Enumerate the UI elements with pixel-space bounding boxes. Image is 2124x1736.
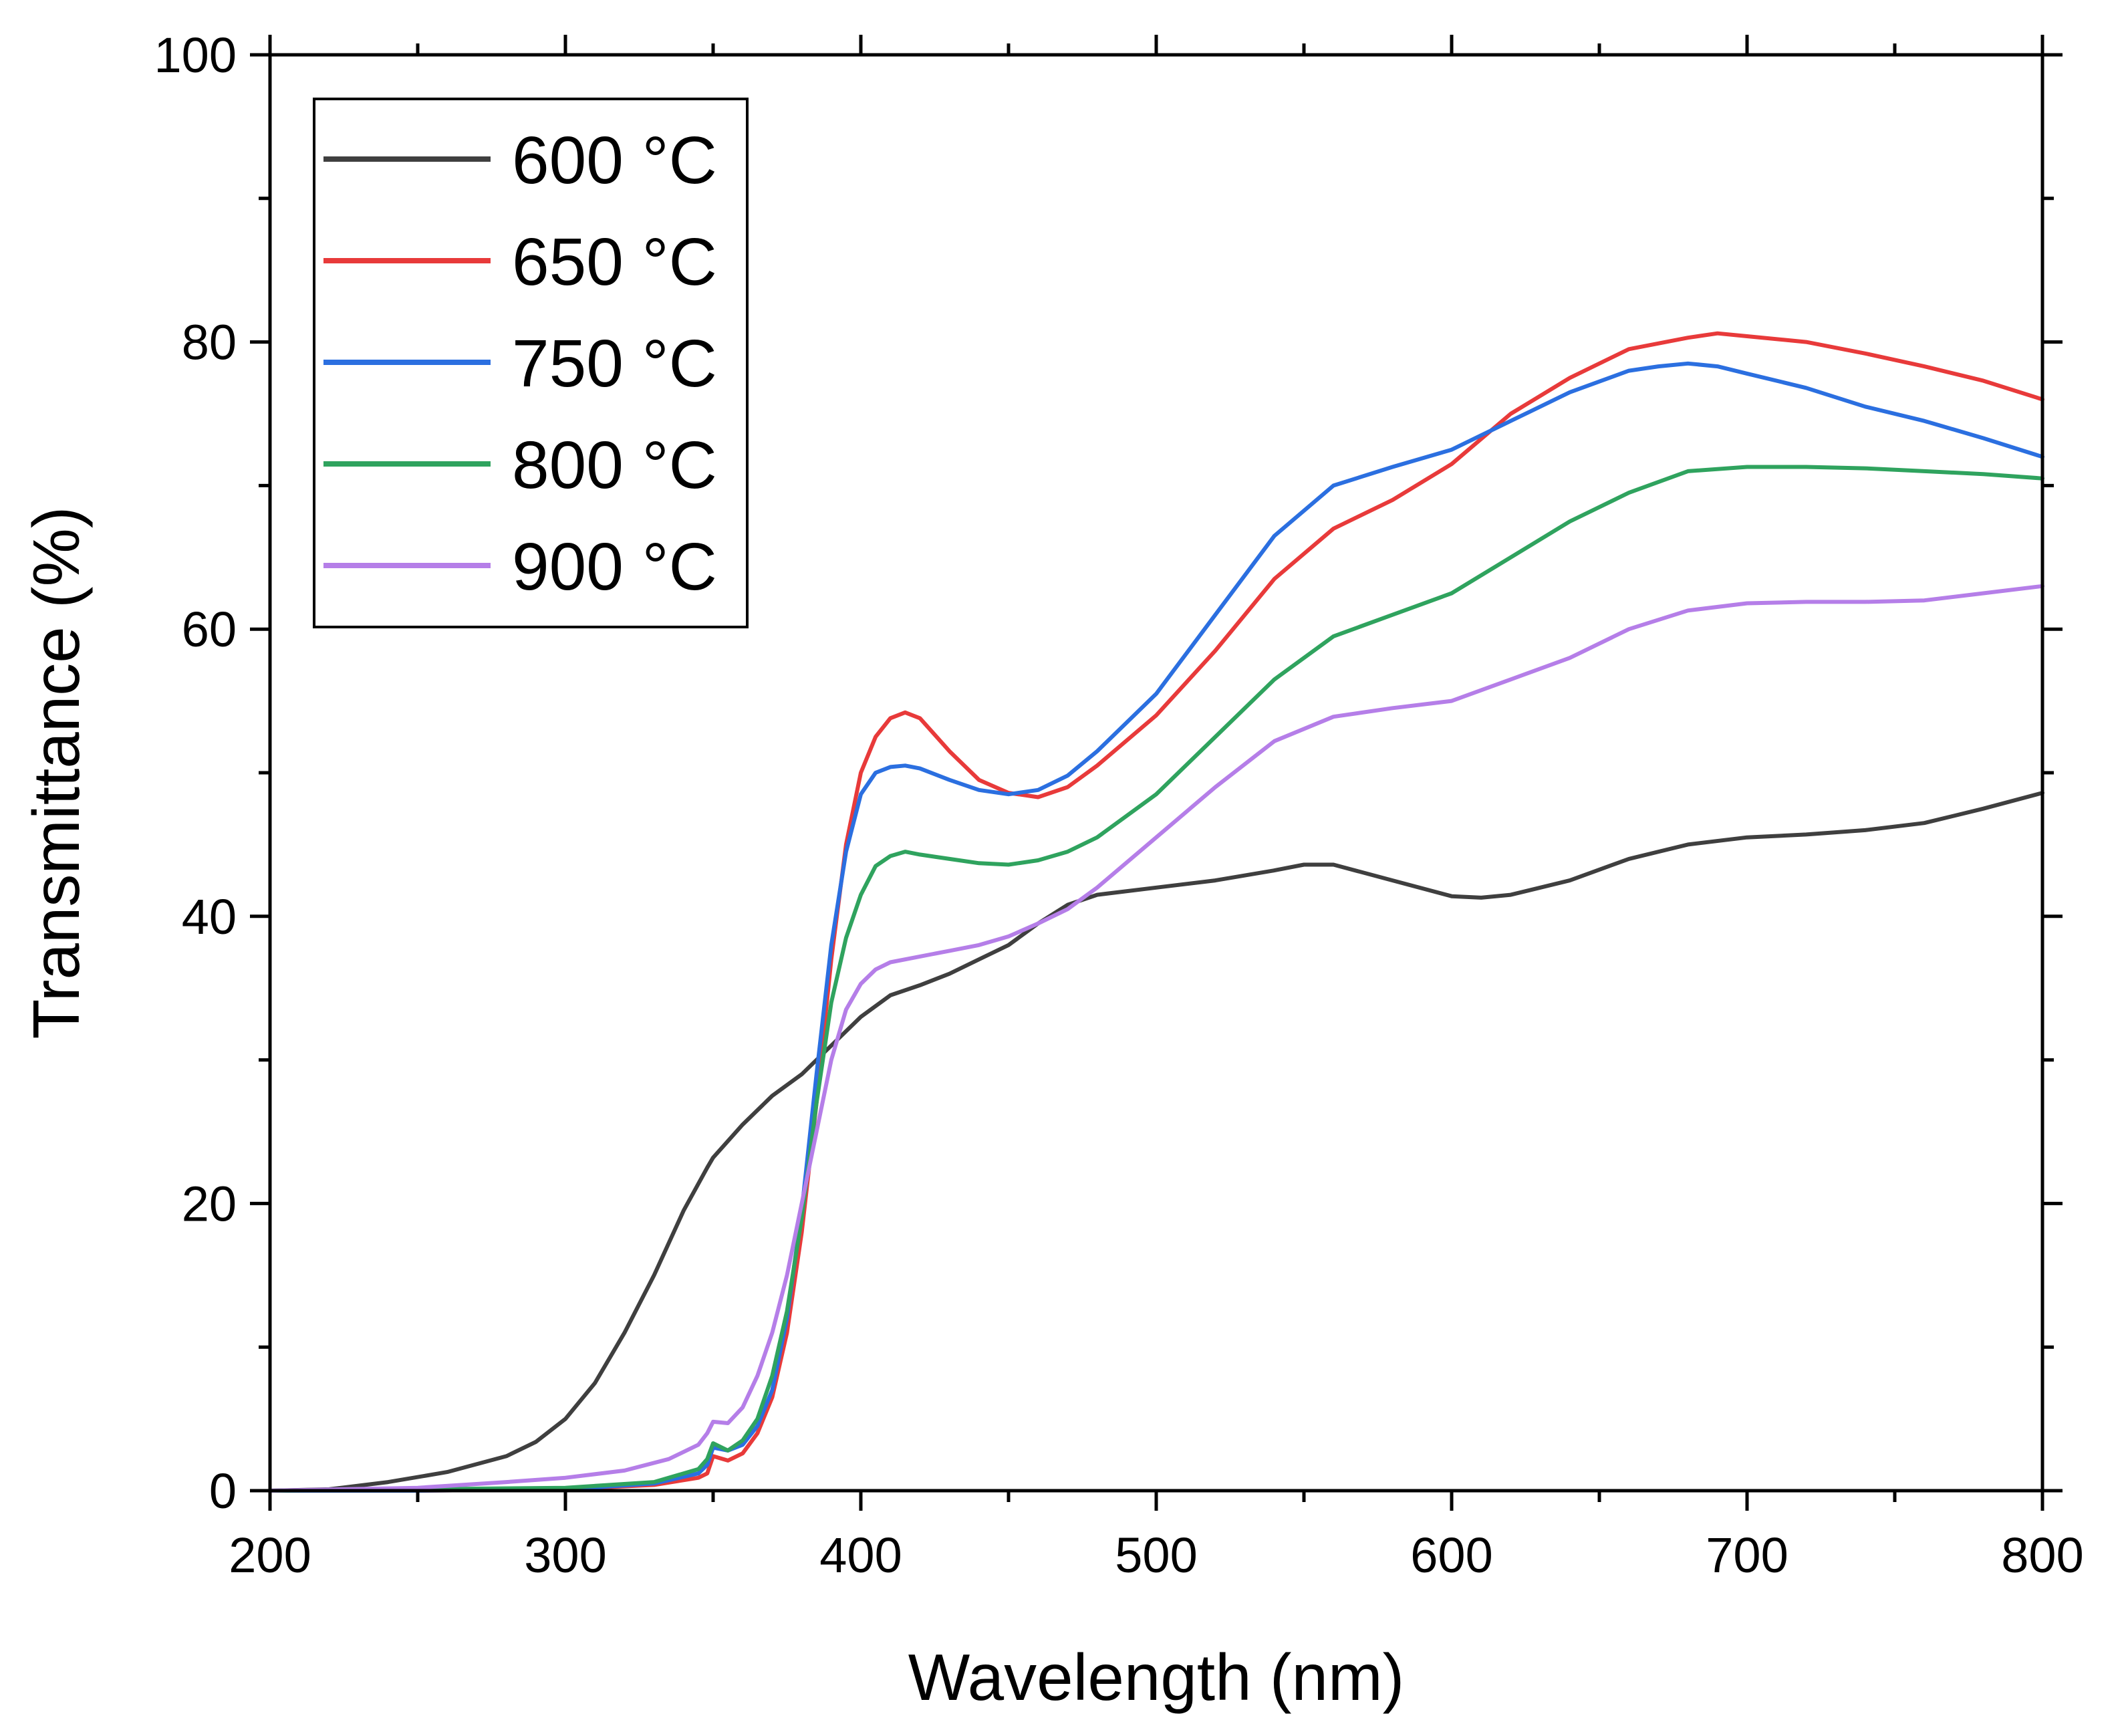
legend-label: 600 °C	[512, 123, 717, 198]
x-tick-label: 200	[229, 1527, 311, 1583]
x-tick-label: 300	[524, 1527, 606, 1583]
series-line-1	[268, 331, 2044, 1493]
series-line-4	[268, 584, 2044, 1493]
legend-label: 800 °C	[512, 428, 717, 503]
legend-label: 900 °C	[512, 529, 717, 604]
x-tick-label: 700	[1706, 1527, 1788, 1583]
y-tick-label: 0	[209, 1463, 237, 1519]
x-tick-label: 400	[819, 1527, 902, 1583]
series-line-0	[268, 791, 2044, 1493]
y-axis-label: Transmittance (%)	[19, 507, 93, 1039]
y-tick-label: 40	[182, 889, 237, 945]
legend-label: 650 °C	[512, 225, 717, 299]
x-tick-label: 500	[1115, 1527, 1197, 1583]
x-tick-label: 600	[1410, 1527, 1492, 1583]
x-tick-label: 800	[2001, 1527, 2083, 1583]
series-line-3	[268, 465, 2044, 1493]
x-axis-label: Wavelength (nm)	[908, 1640, 1405, 1714]
legend-label: 750 °C	[512, 326, 717, 401]
y-tick-label: 100	[154, 27, 237, 83]
y-tick-label: 20	[182, 1176, 237, 1231]
y-tick-label: 60	[182, 602, 237, 657]
ticks-layer: 200 300 400 500 600 700 800 0 20 40 60 80 100	[154, 27, 2084, 1583]
series-layer	[268, 331, 2044, 1493]
y-tick-label: 80	[182, 315, 237, 370]
legend: 600 °C 650 °C 750 °C 800 °C 900 °C	[313, 98, 749, 628]
